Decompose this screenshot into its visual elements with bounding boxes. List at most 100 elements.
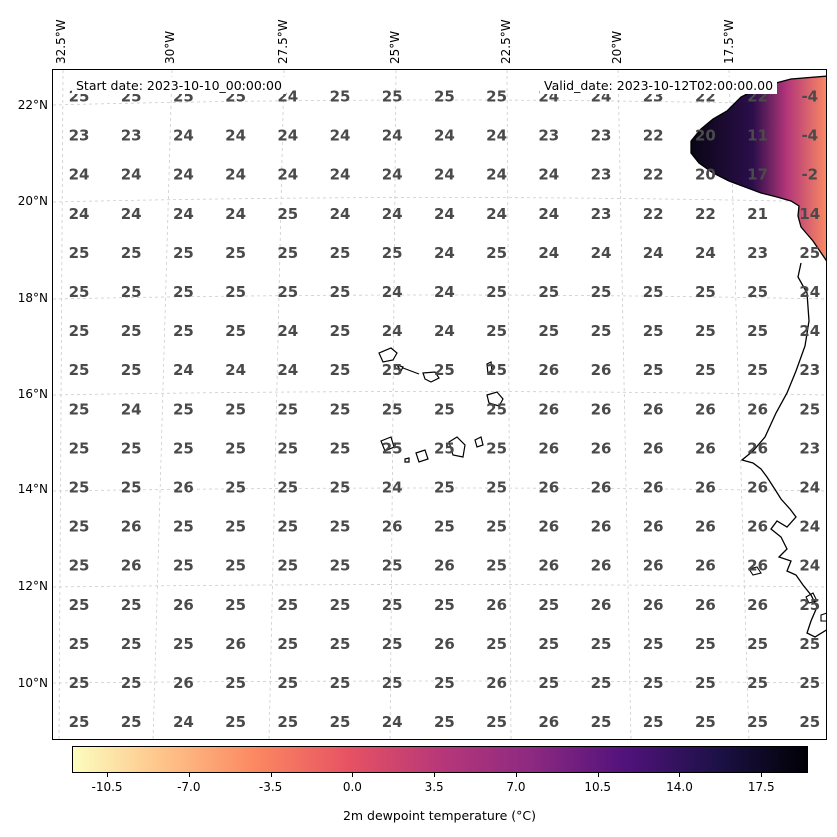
grid-value: 25 [330,557,351,575]
grid-value: 25 [747,713,768,731]
grid-value: 25 [591,713,612,731]
grid-value: 25 [486,244,507,262]
grid-value: 26 [538,479,559,497]
grid-value: 25 [69,400,90,418]
grid-value: 25 [695,674,716,692]
grid-value: 25 [121,283,142,301]
grid-value: 25 [382,674,403,692]
grid-value: 23 [799,439,820,457]
lon-label-20w: 20°W [610,30,624,64]
grid-value: 25 [69,518,90,536]
lat-label-20n: 20°N [17,194,48,208]
start-date-label: Start date: 2023-10-10_00:00:00 [72,77,286,94]
grid-value: 25 [486,361,507,379]
grid-value: 25 [225,557,246,575]
grid-value: 21 [747,205,768,223]
grid-value: 24 [382,322,403,340]
grid-value: 25 [486,283,507,301]
grid-value: 25 [69,439,90,457]
grid-value: 25 [330,518,351,536]
grid-value: 25 [121,635,142,653]
grid-value: 24 [799,557,820,575]
africa-landmass [691,76,826,261]
grid-value: 24 [799,283,820,301]
grid-value: 26 [591,479,612,497]
colorbar-tick-label: -10.5 [91,780,123,794]
grid-value: 26 [538,557,559,575]
grid-value: 24 [121,400,142,418]
grid-value: 24 [173,127,194,145]
grid-value: 25 [695,283,716,301]
grid-value: 24 [434,127,455,145]
lat-label-22n: 22°N [17,98,48,112]
grid-value: 25 [486,557,507,575]
grid-value: 25 [747,674,768,692]
grid-value: 11 [747,127,768,145]
grid-value: 25 [591,283,612,301]
grid-value: 26 [695,479,716,497]
grid-value: 23 [591,166,612,184]
grid-value: 26 [695,400,716,418]
grid-value: 25 [173,557,194,575]
grid-value: 25 [382,361,403,379]
grid-value: 24 [330,166,351,184]
grid-value: 25 [121,439,142,457]
grid-value: 25 [173,518,194,536]
grid-value: 26 [643,479,664,497]
grid-value: 14 [799,205,820,223]
grid-value: 25 [277,244,298,262]
grid-value: 22 [643,205,664,223]
colorbar-tick-label: -3.5 [258,780,283,794]
grid-value: 25 [538,674,559,692]
colorbar [72,746,808,773]
grid-value: 24 [173,361,194,379]
grid-value: 25 [799,635,820,653]
grid-value: 25 [643,713,664,731]
grid-value: 25 [121,244,142,262]
grid-value: 25 [277,674,298,692]
grid-value: 26 [434,635,455,653]
grid-value: 25 [277,557,298,575]
grid-value: 24 [486,205,507,223]
map-panel: 25 25 25 25 24 25 25 25 25 24 24 23 22 22 -4 23 23 24 24 24… [52,69,827,740]
grid-value: 25 [538,322,559,340]
grid-value: 25 [643,361,664,379]
grid-value-labels: 25 25 25 25 24 25 25 25 25 24 24 23 22 22 -4 23 23 24 24 24… [69,88,821,732]
grid-value: 25 [277,596,298,614]
grid-value: 25 [434,439,455,457]
grid-value: 24 [434,166,455,184]
grid-value: 26 [121,518,142,536]
colorbar-title: 2m dewpoint temperature (°C) [342,808,537,823]
grid-value: 25 [382,400,403,418]
colorbar-tick [761,773,763,777]
grid-value: 24 [382,166,403,184]
grid-value: 26 [747,557,768,575]
grid-value: 24 [330,127,351,145]
grid-value: 22 [643,127,664,145]
grid-value: 25 [330,88,351,106]
grid-value: 26 [225,635,246,653]
grid-value: 25 [382,635,403,653]
grid-value: 25 [121,322,142,340]
grid-value: 25 [382,596,403,614]
grid-value: 25 [799,400,820,418]
grid-value: 25 [434,88,455,106]
grid-value: 26 [747,518,768,536]
grid-value: 26 [173,479,194,497]
grid-value: 25 [69,557,90,575]
grid-value: 25 [277,713,298,731]
grid-value: 26 [747,596,768,614]
grid-value: 24 [277,361,298,379]
grid-value: 25 [69,674,90,692]
lon-label-22-5w: 22.5°W [499,19,513,64]
grid-value: 24 [799,518,820,536]
grid-value: 26 [538,713,559,731]
grid-value: 26 [747,400,768,418]
cape-verde-islands [378,347,504,463]
grid-value: 25 [173,635,194,653]
grid-value: 25 [486,88,507,106]
grid-value: 25 [747,322,768,340]
grid-value: 24 [434,322,455,340]
grid-value: 22 [695,205,716,223]
colorbar-tick [270,773,272,777]
